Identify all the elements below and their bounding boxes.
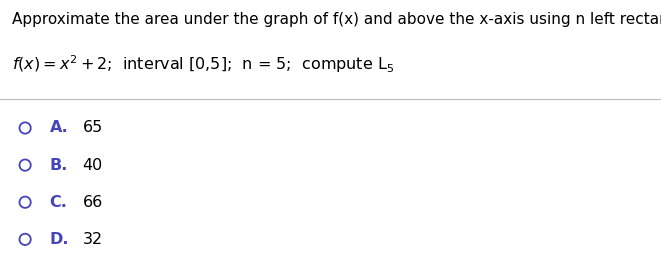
Text: $f(x) = x^2 + 2$;  interval [0,5];  n = 5;  compute L$_5$: $f(x) = x^2 + 2$; interval [0,5]; n = 5;… <box>12 53 394 75</box>
Text: 40: 40 <box>83 158 103 173</box>
Text: 66: 66 <box>83 195 103 210</box>
Text: Approximate the area under the graph of f(x) and above the x-axis using n left r: Approximate the area under the graph of … <box>12 12 661 27</box>
Text: C.: C. <box>50 195 67 210</box>
Text: 32: 32 <box>83 232 102 247</box>
Text: D.: D. <box>50 232 69 247</box>
Text: A.: A. <box>50 121 68 135</box>
Text: B.: B. <box>50 158 68 173</box>
Text: 65: 65 <box>83 121 103 135</box>
